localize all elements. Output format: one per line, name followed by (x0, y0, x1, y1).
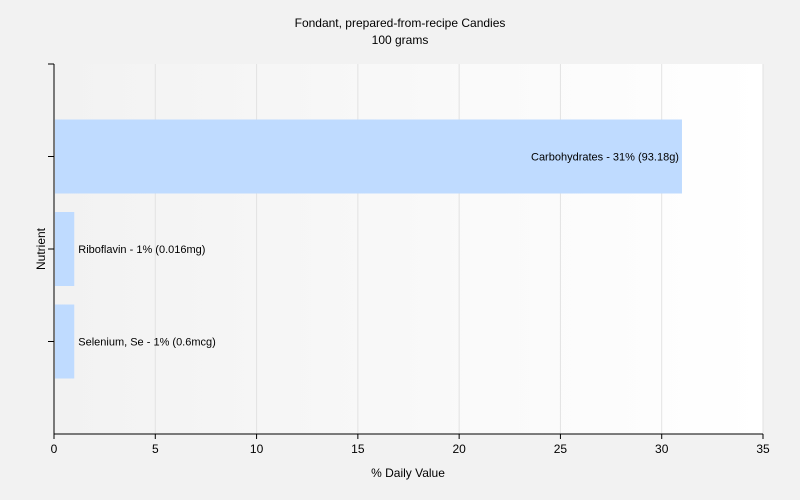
bar-0 (55, 119, 682, 194)
y-axis-label: Nutrient (34, 227, 48, 270)
bar-label-1: Riboflavin - 1% (0.016mg) (78, 244, 205, 256)
bar-label-2: Selenium, Se - 1% (0.6mcg) (78, 337, 216, 349)
chart-title: Fondant, prepared-from-recipe Candies (295, 16, 506, 30)
bar-2 (55, 304, 75, 379)
x-tick-label-2: 10 (250, 442, 264, 456)
bar-1 (55, 212, 75, 286)
bar-label-0: Carbohydrates - 31% (93.18g) (531, 152, 679, 164)
x-tick-label-0: 0 (51, 442, 58, 456)
x-tick-label-4: 20 (452, 442, 466, 456)
chart-subtitle: 100 grams (372, 33, 429, 47)
x-tick-label-1: 5 (152, 442, 159, 456)
x-tick-label-3: 15 (351, 442, 365, 456)
x-axis-label: % Daily Value (371, 466, 445, 480)
y-ticks (48, 63, 54, 342)
x-tick-label-6: 30 (655, 442, 669, 456)
x-tick-label-7: 35 (756, 442, 770, 456)
x-tick-label-5: 25 (554, 442, 568, 456)
bars: Carbohydrates - 31% (93.18g) Riboflavin -… (55, 119, 682, 379)
x-ticks: 0 5 10 15 20 25 30 35 (51, 434, 770, 456)
